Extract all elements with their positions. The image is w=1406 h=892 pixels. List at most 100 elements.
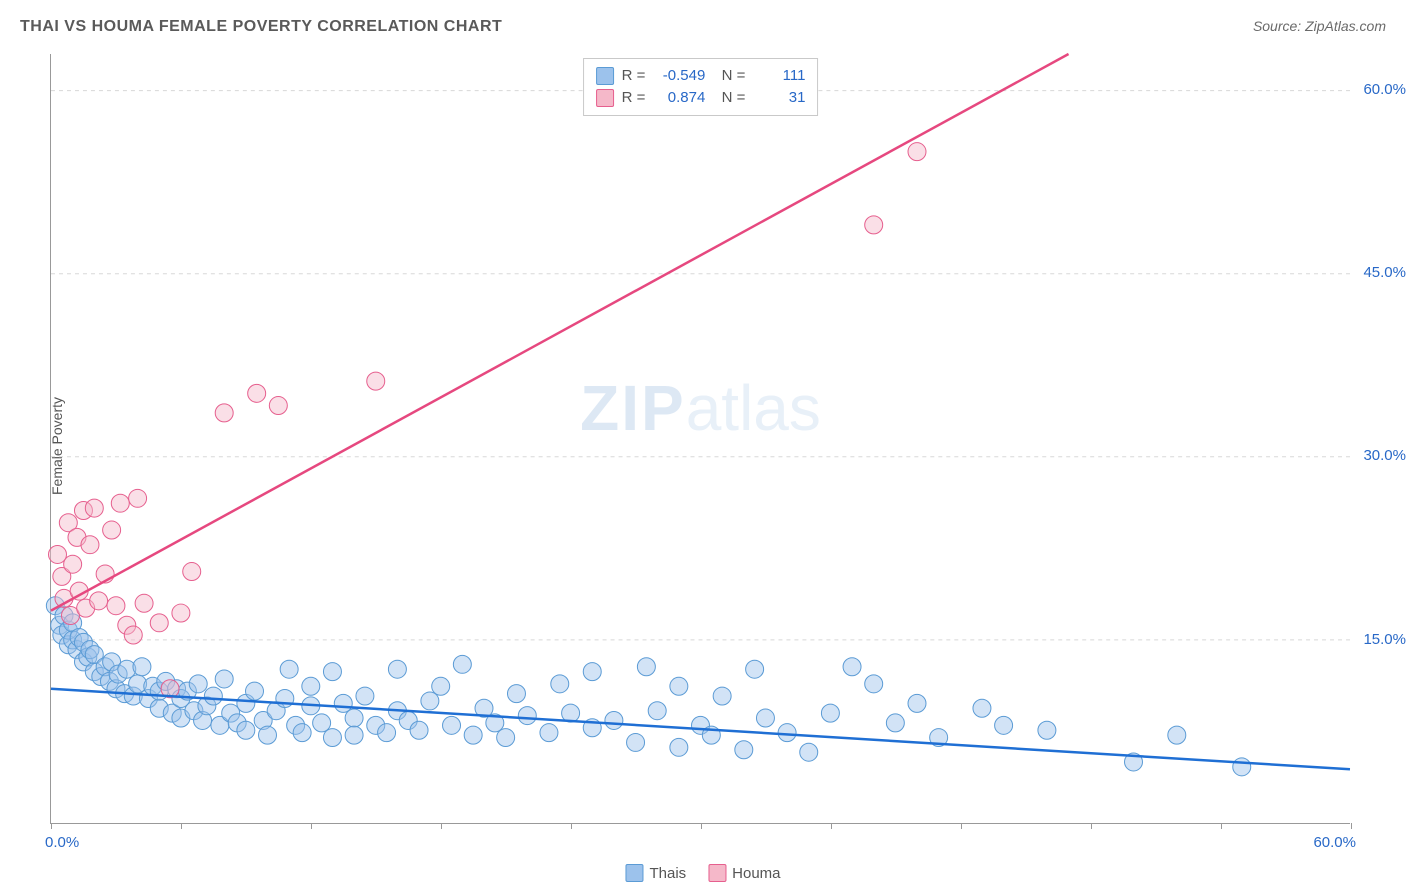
data-point: [81, 536, 99, 554]
data-point: [648, 702, 666, 720]
data-point: [367, 372, 385, 390]
data-point: [627, 733, 645, 751]
legend-thais-label: Thais: [649, 865, 686, 882]
data-point: [183, 563, 201, 581]
data-point: [995, 716, 1013, 734]
y-tick-label: 30.0%: [1363, 447, 1406, 464]
data-point: [129, 489, 147, 507]
y-tick-label: 15.0%: [1363, 631, 1406, 648]
data-point: [464, 726, 482, 744]
data-point: [443, 716, 461, 734]
data-point: [778, 724, 796, 742]
data-point: [103, 521, 121, 539]
data-point: [497, 729, 515, 747]
data-point: [293, 724, 311, 742]
data-point: [107, 597, 125, 615]
swatch-houma-icon: [708, 864, 726, 882]
houma-n: 31: [753, 87, 805, 109]
data-point: [821, 704, 839, 722]
chart-svg: [51, 54, 1350, 823]
data-point: [551, 675, 569, 693]
data-point: [248, 384, 266, 402]
data-point: [735, 741, 753, 759]
legend-row-thais: R = -0.549 N = 111: [596, 65, 806, 87]
data-point: [85, 499, 103, 517]
data-point: [111, 494, 129, 512]
y-tick-label: 45.0%: [1363, 264, 1406, 281]
data-point: [713, 687, 731, 705]
data-point: [908, 143, 926, 161]
data-point: [124, 626, 142, 644]
data-point: [432, 677, 450, 695]
data-point: [323, 663, 341, 681]
data-point: [973, 699, 991, 717]
data-point: [135, 594, 153, 612]
data-point: [378, 724, 396, 742]
x-max-label: 60.0%: [1313, 834, 1356, 851]
legend-item-thais: Thais: [625, 864, 686, 882]
thais-r: -0.549: [653, 65, 705, 87]
trend-line: [51, 54, 1069, 611]
correlation-legend: R = -0.549 N = 111 R = 0.874 N = 31: [583, 58, 819, 116]
data-point: [453, 655, 471, 673]
data-point: [215, 670, 233, 688]
data-point: [189, 675, 207, 693]
thais-n: 111: [753, 65, 805, 87]
houma-r: 0.874: [653, 87, 705, 109]
data-point: [670, 677, 688, 695]
x-min-label: 0.0%: [45, 834, 79, 851]
data-point: [756, 709, 774, 727]
chart-header: THAI VS HOUMA FEMALE POVERTY CORRELATION…: [20, 18, 1386, 36]
data-point: [518, 707, 536, 725]
y-tick-label: 60.0%: [1363, 81, 1406, 98]
data-point: [172, 604, 190, 622]
data-point: [49, 545, 67, 563]
data-point: [865, 216, 883, 234]
data-point: [246, 682, 264, 700]
data-point: [90, 592, 108, 610]
data-point: [410, 721, 428, 739]
data-point: [583, 663, 601, 681]
data-point: [746, 660, 764, 678]
data-point: [269, 397, 287, 415]
swatch-houma: [596, 89, 614, 107]
data-point: [421, 692, 439, 710]
data-point: [800, 743, 818, 761]
swatch-thais-icon: [625, 864, 643, 882]
data-point: [345, 726, 363, 744]
swatch-thais: [596, 67, 614, 85]
data-point: [1038, 721, 1056, 739]
data-point: [670, 738, 688, 756]
legend-row-houma: R = 0.874 N = 31: [596, 87, 806, 109]
data-point: [150, 614, 168, 632]
data-point: [1233, 758, 1251, 776]
chart-title: THAI VS HOUMA FEMALE POVERTY CORRELATION…: [20, 18, 502, 36]
data-point: [637, 658, 655, 676]
data-point: [843, 658, 861, 676]
data-point: [605, 711, 623, 729]
data-point: [908, 694, 926, 712]
legend-houma-label: Houma: [732, 865, 780, 882]
data-point: [302, 677, 320, 695]
data-point: [345, 709, 363, 727]
data-point: [865, 675, 883, 693]
data-point: [237, 721, 255, 739]
data-point: [1168, 726, 1186, 744]
data-point: [259, 726, 277, 744]
data-point: [215, 404, 233, 422]
data-point: [133, 658, 151, 676]
data-point: [280, 660, 298, 678]
data-point: [388, 660, 406, 678]
data-point: [540, 724, 558, 742]
data-point: [64, 555, 82, 573]
data-point: [204, 687, 222, 705]
plot-area: ZIPatlas R = -0.549 N = 111 R = 0.874 N …: [50, 54, 1350, 824]
data-point: [356, 687, 374, 705]
data-point: [334, 694, 352, 712]
data-point: [507, 685, 525, 703]
data-point: [886, 714, 904, 732]
legend-item-houma: Houma: [708, 864, 780, 882]
series-legend: Thais Houma: [625, 864, 780, 882]
data-point: [323, 729, 341, 747]
chart-source: Source: ZipAtlas.com: [1253, 18, 1386, 34]
